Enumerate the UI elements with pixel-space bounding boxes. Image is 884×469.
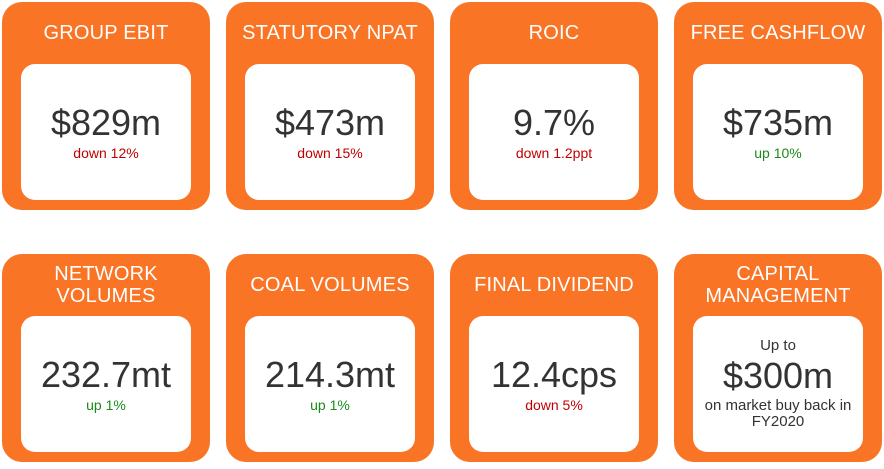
card-body: 12.4cps down 5% (469, 316, 639, 452)
card-body: 214.3mt up 1% (245, 316, 415, 452)
metric-change: up 1% (86, 397, 126, 413)
card-body: $829m down 12% (21, 64, 191, 200)
card-title: FREE CASHFLOW (690, 22, 866, 44)
metric-value: $473m (274, 102, 386, 143)
metric-change: down 5% (525, 397, 583, 413)
metric-change: up 10% (754, 145, 802, 161)
card-title: GROUP EBIT (43, 22, 169, 44)
card-final-dividend: FINAL DIVIDEND 12.4cps down 5% (450, 254, 658, 462)
card-body: 232.7mt up 1% (21, 316, 191, 452)
card-body: 9.7% down 1.2ppt (469, 64, 639, 200)
card-title: FINAL DIVIDEND (474, 274, 634, 296)
card-title: CAPITAL MANAGEMENT (705, 263, 851, 307)
metric-value: 232.7mt (40, 354, 172, 395)
metric-change: down 15% (297, 145, 363, 161)
card-network-volumes: NETWORK VOLUMES 232.7mt up 1% (2, 254, 210, 462)
metric-change: up 1% (310, 397, 350, 413)
metric-suffix: on market buy back in FY2020 (704, 397, 852, 430)
card-capital-management: CAPITAL MANAGEMENT Up to $300m on market… (674, 254, 882, 462)
metric-value: 214.3mt (264, 354, 396, 395)
card-free-cashflow: FREE CASHFLOW $735m up 10% (674, 2, 882, 210)
card-title: STATUTORY NPAT (242, 22, 418, 44)
card-statutory-npat: STATUTORY NPAT $473m down 15% (226, 2, 434, 210)
metric-change: down 1.2ppt (515, 145, 593, 161)
metric-prefix: Up to (760, 337, 796, 354)
metric-value: $735m (722, 102, 834, 143)
metric-value: $829m (50, 102, 162, 143)
card-coal-volumes: COAL VOLUMES 214.3mt up 1% (226, 254, 434, 462)
metric-change: down 12% (73, 145, 139, 161)
card-title: NETWORK VOLUMES (54, 263, 158, 307)
metric-value: 12.4cps (490, 354, 618, 395)
metric-value: 9.7% (512, 102, 596, 143)
metric-value: $300m (722, 355, 834, 396)
card-group-ebit: GROUP EBIT $829m down 12% (2, 2, 210, 210)
card-body: $473m down 15% (245, 64, 415, 200)
card-body: $735m up 10% (693, 64, 863, 200)
card-title: COAL VOLUMES (250, 274, 410, 296)
card-body: Up to $300m on market buy back in FY2020 (693, 316, 863, 452)
card-title: ROIC (528, 22, 580, 44)
card-roic: ROIC 9.7% down 1.2ppt (450, 2, 658, 210)
